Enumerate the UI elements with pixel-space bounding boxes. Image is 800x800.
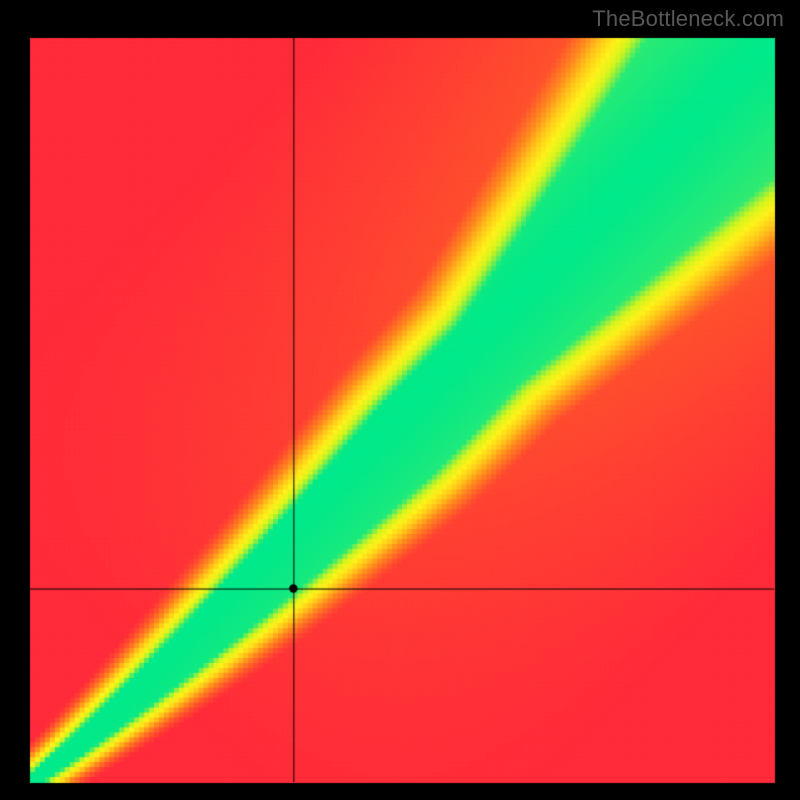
heatmap-canvas [0,0,800,800]
chart-container: TheBottleneck.com [0,0,800,800]
watermark-text: TheBottleneck.com [592,6,784,32]
